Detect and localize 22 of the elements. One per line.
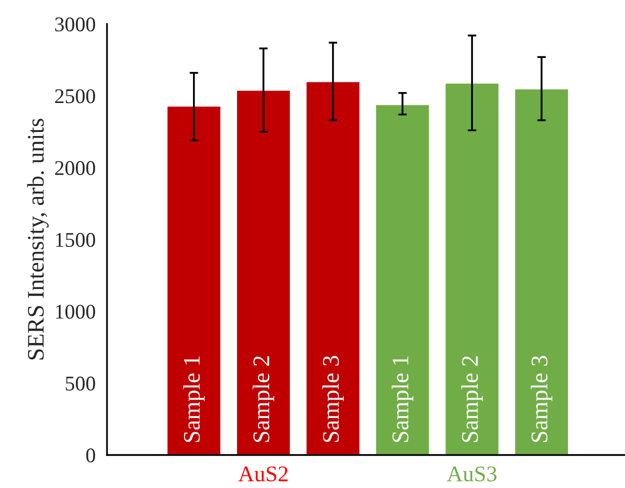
- text: AuS3: [446, 466, 496, 482]
- x-tick-label: Sample 1: [392, 356, 414, 442]
- x-tick-label: Sample 2: [252, 356, 274, 442]
- y-tick-label: 2500: [55, 89, 96, 104]
- bar: [166, 105, 222, 455]
- x-tick-label: Sample 1: [183, 356, 205, 442]
- bar: [514, 88, 570, 455]
- y-tick-label: 1000: [56, 304, 96, 319]
- text: AuS2: [238, 466, 288, 482]
- y-axis-title: SERS Intensity, arb. units: [27, 118, 49, 360]
- bar: [236, 89, 292, 455]
- x-tick-label: Sample 2: [461, 356, 483, 442]
- y-tick-label: 2000: [55, 161, 96, 176]
- y-tick-label: 3000: [55, 17, 96, 32]
- bar: [305, 80, 361, 455]
- x-tick-label: Sample 3: [530, 356, 552, 442]
- x-tick-label: Sample 3: [322, 356, 344, 442]
- y-tick-label: 500: [66, 376, 96, 391]
- y-tick-label: 1500: [56, 232, 96, 247]
- y-tick-label: 0: [86, 448, 96, 462]
- bar: [374, 104, 430, 455]
- bar: [444, 82, 500, 455]
